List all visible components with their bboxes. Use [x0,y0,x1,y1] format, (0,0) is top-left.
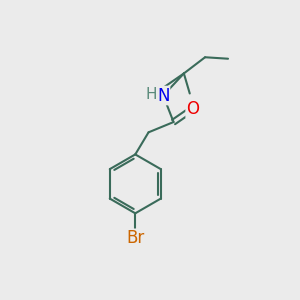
Text: N: N [157,86,169,104]
Text: O: O [186,100,199,118]
Text: H: H [145,87,157,102]
Text: Br: Br [126,229,144,247]
